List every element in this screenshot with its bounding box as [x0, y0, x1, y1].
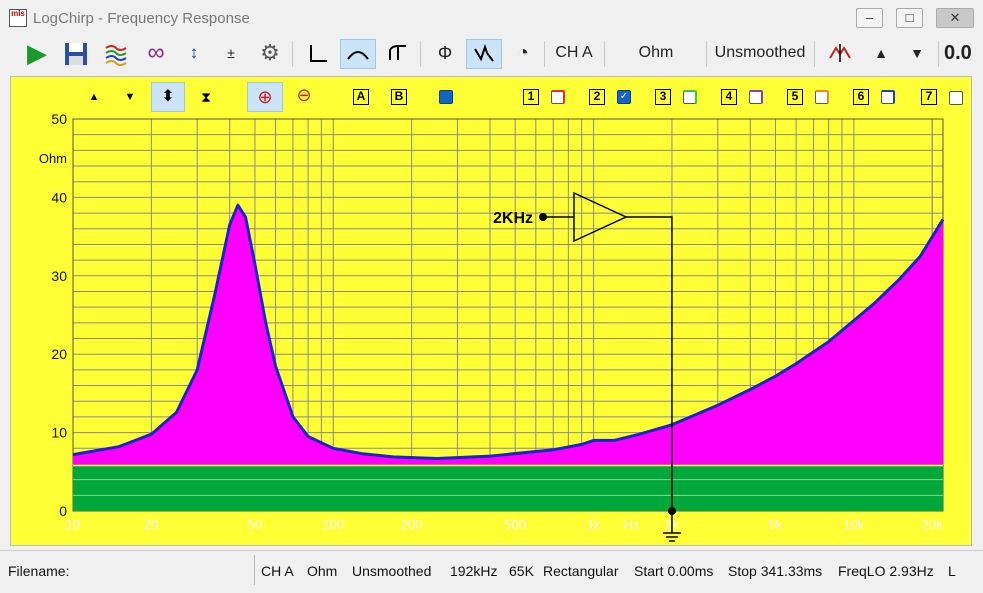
- status-window: Rectangular: [543, 563, 619, 579]
- status-stop: Stop 341.33ms: [728, 563, 822, 579]
- baseline-band: [73, 466, 943, 511]
- y-tick-label: 40: [51, 189, 67, 205]
- annotation-label: 2KHz: [493, 210, 533, 227]
- y-axis-unit: Ohm: [39, 151, 67, 166]
- bandpass-icon[interactable]: [340, 39, 376, 69]
- status-start: Start 0.00ms: [634, 563, 713, 579]
- arrow-down-icon[interactable]: ▼: [902, 39, 932, 69]
- x-axis-unit: Hz: [624, 517, 640, 532]
- y-tick-label: 10: [51, 425, 67, 441]
- x-tick-label: 1k: [587, 517, 601, 532]
- x-tick-label: 5k: [769, 517, 783, 532]
- impedance-icon[interactable]: [466, 39, 502, 69]
- gear-icon[interactable]: ⚙: [254, 39, 286, 69]
- status-freqlo: FreqLO 2.93Hz: [838, 563, 934, 579]
- x-tick-label: 20k: [922, 517, 943, 532]
- maximize-button[interactable]: □: [896, 8, 923, 28]
- plot-area: ▲ ▼ ⬍ ⧗ ⊕ ⊖ A B 1 2 ✓ 3 4 5 6 7 0 10 20 30 4…: [10, 76, 972, 546]
- lowpass-icon[interactable]: [302, 39, 334, 69]
- status-trailing: L: [948, 563, 956, 579]
- x-tick-label: 20: [144, 517, 158, 532]
- status-rate: 192kHz: [450, 563, 497, 579]
- y-tick-label: 20: [51, 346, 67, 362]
- status-unit: Ohm: [307, 563, 337, 579]
- channel-button[interactable]: CH A: [550, 39, 598, 69]
- x-tick-label: 100: [322, 517, 344, 532]
- x-tick-label: 10k: [843, 517, 864, 532]
- app-icon: mls: [9, 9, 27, 27]
- x-tick-label: 200: [401, 517, 423, 532]
- smoothing-button[interactable]: Unsmoothed: [710, 39, 810, 69]
- window-title: LogChirp - Frequency Response: [33, 10, 250, 27]
- x-tick-label: 50: [248, 517, 262, 532]
- ground-icon: [663, 533, 681, 541]
- play-icon[interactable]: ▶: [20, 39, 54, 69]
- arrow-up-icon[interactable]: ▲: [866, 39, 896, 69]
- status-bar: Filename: CH A Ohm Unsmoothed 192kHz 65K…: [0, 550, 983, 593]
- loop-icon[interactable]: ∞: [140, 39, 172, 69]
- save-icon[interactable]: [60, 39, 92, 69]
- status-smoothing: Unsmoothed: [352, 563, 431, 579]
- title-bar: mls LogChirp - Frequency Response – □ ✕: [0, 0, 983, 37]
- x-tick-label: 500: [504, 517, 526, 532]
- plus-minus-icon[interactable]: ±: [216, 39, 246, 69]
- highshelf-icon[interactable]: [382, 39, 414, 69]
- crossover-icon[interactable]: [822, 39, 858, 69]
- phase-icon[interactable]: Φ: [430, 39, 460, 69]
- x-tick-label: 10: [66, 517, 80, 532]
- marker-icon[interactable]: ↕: [180, 39, 208, 69]
- value-readout: 0.0: [944, 39, 982, 69]
- minimize-button[interactable]: –: [856, 8, 883, 28]
- main-toolbar: ▶ ∞ ↕ ± ⚙ Φ ◔ CH A Ohm Unsmoothed ▲ ▼ 0.…: [0, 36, 983, 72]
- y-tick-label: 30: [51, 268, 67, 284]
- status-length: 65K: [509, 563, 534, 579]
- y-tick-label: 50: [51, 111, 67, 127]
- dial-icon[interactable]: ◔: [508, 39, 538, 69]
- close-button[interactable]: ✕: [936, 8, 974, 28]
- status-channel: CH A: [261, 563, 294, 579]
- filename-label: Filename:: [8, 563, 69, 579]
- unit-button[interactable]: Ohm: [610, 39, 702, 69]
- traces-icon[interactable]: [100, 39, 132, 69]
